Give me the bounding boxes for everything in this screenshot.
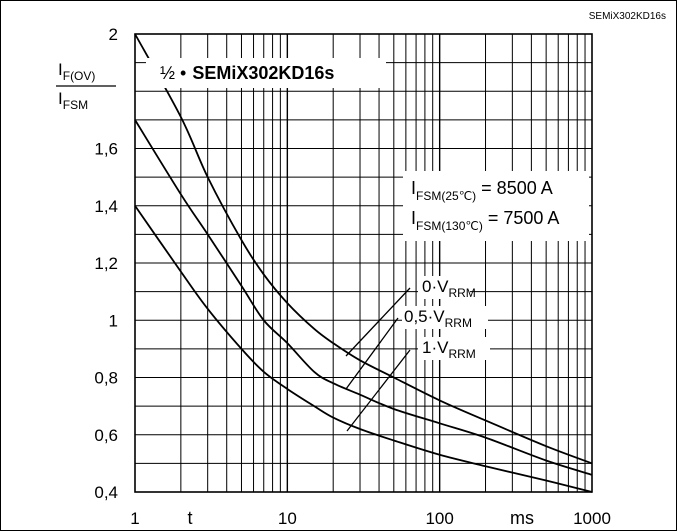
y-tick-label: 0,8 <box>94 369 118 388</box>
ylabel-denominator-main: I <box>58 89 63 108</box>
series-label-1-sub: RRM <box>445 316 472 330</box>
tick-labels: 0,4 0,6 0,8 1 1,2 1,4 1,6 2 1 10 100 1000 <box>94 25 611 528</box>
annotation-ifsm-25-sub: FSM(25℃) <box>416 189 476 203</box>
x-tick-label: 1000 <box>573 509 611 528</box>
series-label-1-main: 0,5·V <box>404 307 445 326</box>
y-tick-label: 0,6 <box>94 426 118 445</box>
annotation-ifsm-130-sub: FSM(130℃) <box>416 219 483 233</box>
series-label-2-sub: RRM <box>448 347 475 361</box>
series-label-0: 0·VRRM <box>422 277 476 300</box>
y-tick-label: 2 <box>109 25 118 44</box>
chart-title: ½ • SEMiX302KD16s <box>160 63 334 83</box>
series-label-background-1 <box>402 306 488 329</box>
ylabel-numerator-main: I <box>58 60 63 79</box>
leader-line-2 <box>346 349 411 432</box>
annotation-ifsm-130: IFSM(130℃) = 7500 A <box>411 208 559 233</box>
curves <box>134 33 593 493</box>
annotation-ifsm-25-value: = 8500 A <box>476 178 553 198</box>
chart-title-prefix: ½ • <box>160 63 186 83</box>
xlabel-symbol: t <box>187 508 192 528</box>
ylabel-numerator: IF(OV) <box>58 60 95 83</box>
series-label-background-2 <box>418 337 490 360</box>
annotation-ifsm-130-main: I <box>411 208 416 228</box>
grid <box>135 34 592 492</box>
ylabel-numerator-sub: F(OV) <box>63 69 96 83</box>
y-tick-label: 1 <box>109 311 118 330</box>
xlabel-unit: ms <box>510 508 534 528</box>
y-tick-label: 1,4 <box>94 197 118 216</box>
leader-line-0 <box>345 287 411 357</box>
y-tick-label: 1,2 <box>94 254 118 273</box>
annotation-background <box>403 171 589 241</box>
series-label-2: 1·VRRM <box>422 338 476 361</box>
x-tick-label: 100 <box>425 509 453 528</box>
series-line-1 <box>134 119 593 476</box>
chart-title-text: SEMiX302KD16s <box>192 63 334 83</box>
x-tick-label: 10 <box>278 509 297 528</box>
series-label-0-main: 0·V <box>422 277 449 296</box>
series-label-1: 0,5·VRRM <box>404 307 472 330</box>
chart-tag: SEMiX302KD16s <box>589 11 666 22</box>
series-label-0-sub: RRM <box>448 286 475 300</box>
x-tick-label: 1 <box>130 509 139 528</box>
annotation-ifsm-130-value: = 7500 A <box>483 208 560 228</box>
ylabel-denominator-sub: FSM <box>63 98 88 112</box>
y-tick-label: 1,6 <box>94 140 118 159</box>
y-tick-label: 0,4 <box>94 483 118 502</box>
annotation-ifsm-25-main: I <box>411 178 416 198</box>
plot-border <box>134 33 593 493</box>
series-line-0 <box>134 33 593 465</box>
series-label-2-main: 1·V <box>422 338 449 357</box>
ylabel-denominator: IFSM <box>58 89 88 112</box>
annotation-ifsm-25: IFSM(25℃) = 8500 A <box>411 178 553 203</box>
series-line-2 <box>134 205 593 493</box>
series-label-background-0 <box>418 276 470 299</box>
title-background <box>146 58 386 88</box>
leader-line-1 <box>345 317 399 390</box>
